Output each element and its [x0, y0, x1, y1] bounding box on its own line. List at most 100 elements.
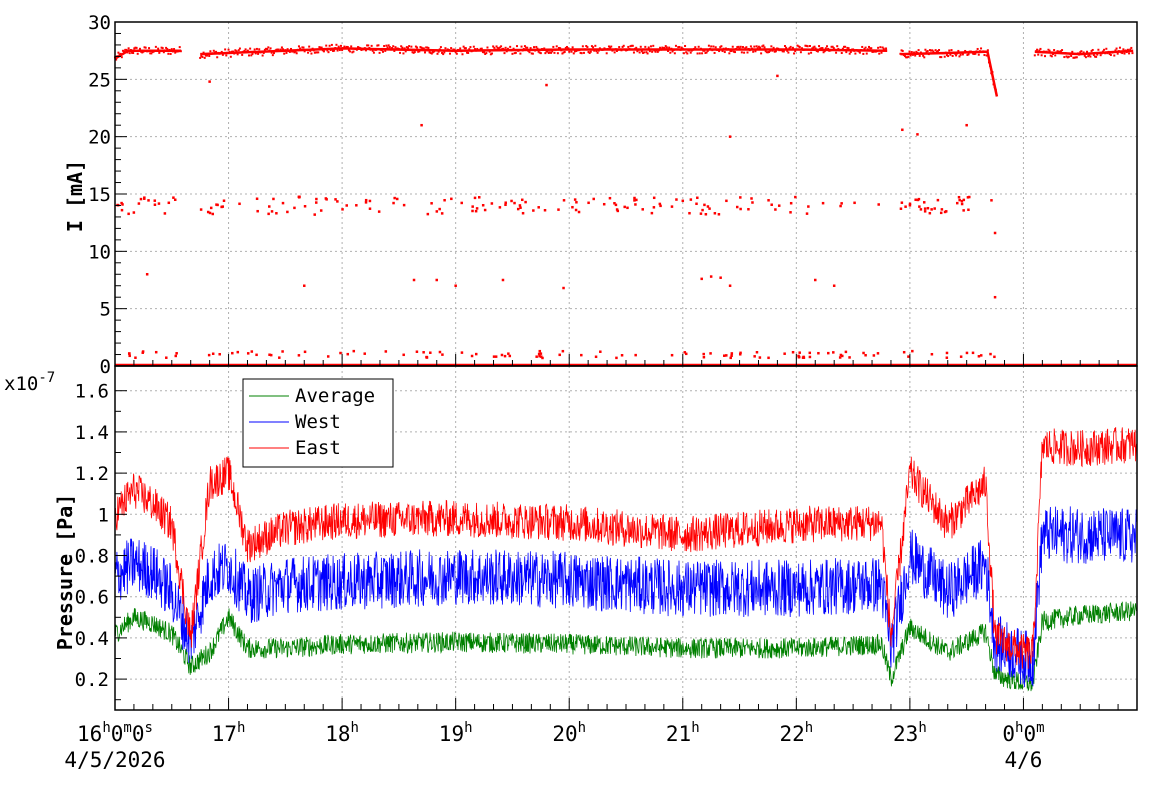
current-data-point — [905, 56, 908, 59]
current-data-point — [623, 48, 626, 51]
current-data-point — [364, 49, 367, 52]
current-outlier-point — [473, 196, 477, 200]
current-data-point — [858, 51, 861, 54]
current-data-point — [461, 53, 464, 56]
current-data-point — [807, 52, 810, 55]
current-data-point — [812, 46, 815, 49]
current-data-point — [485, 52, 488, 55]
current-data-point — [724, 47, 727, 50]
current-data-point — [726, 48, 729, 51]
current-data-point — [401, 46, 404, 49]
current-data-point — [527, 49, 530, 52]
current-outlier-point — [957, 195, 961, 199]
current-outlier-point — [840, 202, 843, 205]
current-data-point — [916, 51, 919, 54]
current-data-point — [312, 49, 315, 52]
current-data-point — [123, 50, 126, 53]
current-data-point — [416, 46, 419, 49]
current-data-point — [740, 51, 743, 54]
current-data-point — [638, 51, 641, 54]
current-data-point — [856, 49, 859, 52]
current-data-point — [1055, 51, 1058, 54]
current-data-point — [219, 52, 222, 55]
current-outlier-point — [966, 196, 970, 199]
current-data-point — [878, 52, 881, 55]
current-data-point — [384, 49, 387, 52]
current-outlier-point — [904, 205, 907, 208]
current-data-point — [712, 45, 715, 48]
current-data-point — [821, 47, 824, 50]
current-data-point — [1048, 49, 1051, 52]
current-data-point — [135, 46, 138, 49]
current-data-point — [1130, 46, 1133, 49]
current-data-point — [132, 52, 135, 55]
current-data-point — [433, 50, 436, 53]
current-data-point — [1122, 48, 1125, 51]
current-data-point — [1086, 50, 1089, 53]
current-data-point — [466, 51, 469, 54]
current-data-point — [272, 52, 275, 55]
current-outlier-point — [945, 351, 949, 355]
current-data-point — [1082, 51, 1085, 54]
current-outlier-point — [877, 203, 880, 206]
current-data-point — [762, 44, 765, 47]
current-data-point — [643, 51, 646, 54]
current-data-point — [914, 54, 917, 57]
current-data-point — [226, 51, 229, 54]
current-outlier-point — [683, 351, 687, 354]
current-data-point — [350, 45, 353, 48]
current-outlier-point — [965, 351, 969, 355]
current-data-point — [250, 54, 253, 57]
current-data-point — [839, 49, 842, 52]
current-outlier-point — [471, 205, 474, 208]
current-outlier-point — [481, 204, 485, 207]
current-data-point — [774, 50, 777, 53]
current-data-point — [671, 50, 674, 53]
current-outlier-point — [641, 208, 644, 211]
current-data-point — [738, 47, 741, 50]
current-data-point — [322, 50, 325, 53]
current-outlier-point — [286, 210, 289, 214]
current-data-point — [880, 51, 883, 54]
current-data-point — [921, 52, 924, 55]
current-data-point — [836, 45, 839, 48]
current-data-point — [295, 52, 298, 55]
current-data-point — [215, 50, 218, 53]
current-data-point — [220, 50, 223, 53]
current-data-point — [1093, 55, 1096, 58]
current-data-point — [1128, 52, 1131, 55]
current-data-point — [863, 47, 866, 50]
current-outlier-point — [513, 201, 516, 205]
current-data-point — [137, 49, 140, 52]
current-data-point — [1125, 51, 1128, 54]
axis-ticks — [114, 21, 1119, 710]
current-data-point — [393, 49, 396, 52]
current-data-point — [341, 49, 344, 52]
current-data-point — [339, 44, 342, 47]
current-data-point — [1090, 49, 1093, 52]
current-data-point — [376, 44, 379, 47]
current-outlier-point — [303, 350, 307, 354]
current-data-point — [439, 46, 442, 49]
current-outlier-point — [521, 198, 524, 202]
current-outlier-point — [789, 201, 793, 205]
current-data-point — [922, 54, 925, 57]
current-data-point — [660, 48, 663, 51]
current-data-point — [961, 53, 964, 56]
current-data-point — [443, 51, 446, 54]
current-data-point — [303, 50, 306, 53]
current-data-point — [746, 51, 749, 54]
current-outlier-point — [206, 210, 210, 214]
current-outlier-point — [450, 197, 453, 201]
current-data-point — [208, 55, 211, 58]
current-data-point — [1049, 54, 1052, 57]
current-data-point — [120, 56, 123, 59]
current-data-point — [435, 49, 438, 52]
current-data-point — [357, 46, 360, 49]
current-data-point — [806, 45, 809, 48]
current-data-point — [950, 49, 953, 52]
current-outlier-point — [701, 208, 704, 212]
current-data-point — [664, 45, 667, 48]
current-data-point — [469, 46, 472, 49]
current-data-point — [715, 48, 718, 51]
